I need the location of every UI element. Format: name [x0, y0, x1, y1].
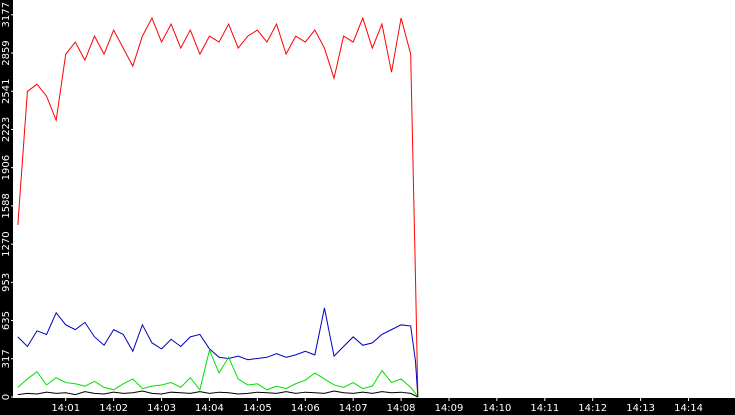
series-line [17, 16, 419, 398]
y-axis-band [0, 0, 13, 415]
y-tick-label: 0 [1, 394, 12, 400]
x-tick-label: 14:07 [339, 403, 368, 414]
x-tick-label: 14:03 [147, 403, 176, 414]
x-tick-label: 14:11 [530, 403, 559, 414]
y-tick-label: 1588 [1, 193, 12, 218]
y-tick-label: 3177 [1, 2, 12, 27]
y-tick-label: 635 [1, 311, 12, 330]
x-tick-label: 14:01 [51, 403, 80, 414]
y-tick-label: 2859 [1, 40, 12, 65]
x-tick-label: 14:06 [291, 403, 320, 414]
x-tick-label: 14:10 [482, 403, 511, 414]
y-tick-label: 1270 [1, 231, 12, 256]
series-line [17, 390, 419, 398]
y-tick-label: 317 [1, 349, 12, 368]
x-tick-label: 14:08 [387, 403, 416, 414]
y-tick-label: 2541 [1, 79, 12, 104]
y-tick-label: 2223 [1, 117, 12, 142]
y-tick-label: 1906 [1, 155, 12, 180]
x-tick-label: 14:14 [674, 403, 703, 414]
x-tick-label: 14:04 [195, 403, 224, 414]
x-tick-label: 14:05 [243, 403, 272, 414]
series-line [17, 307, 419, 398]
x-axis-band [0, 398, 735, 415]
x-tick-label: 14:02 [99, 403, 128, 414]
x-tick-label: 14:12 [578, 403, 607, 414]
x-tick-label: 14:09 [435, 403, 464, 414]
series-line [17, 348, 419, 398]
x-tick-label: 14:13 [626, 403, 655, 414]
y-tick-label: 953 [1, 273, 12, 292]
